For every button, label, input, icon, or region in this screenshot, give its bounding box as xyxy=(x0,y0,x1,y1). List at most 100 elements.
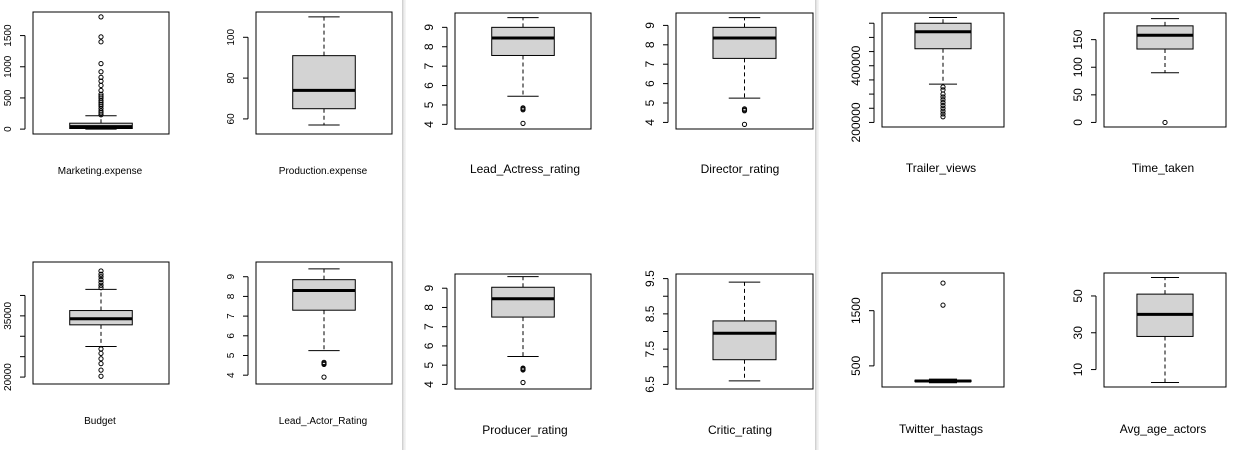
y-tick-label: 8.5 xyxy=(643,305,657,322)
plot-panel-3: 200000 400000 Trailer_views 500 1500 Twitter_… xyxy=(819,0,1239,450)
y-tick-label: 0 xyxy=(3,126,14,132)
outlier-point xyxy=(98,74,104,80)
outlier-point xyxy=(940,108,946,114)
outlier-point xyxy=(98,87,104,94)
outlier-point xyxy=(520,120,526,126)
y-tick-label: 500 xyxy=(849,356,863,376)
boxplot-7: 4 5 6 7 8 9 Director_rating xyxy=(643,12,814,176)
outlier-point xyxy=(98,14,104,20)
outlier-point xyxy=(98,373,104,379)
y-tick-label: 4 xyxy=(226,372,237,378)
x-axis-label: Lead_.Actor_Rating xyxy=(279,416,367,427)
y-tick-label: 7 xyxy=(226,313,237,319)
y-tick-label: 8 xyxy=(422,43,436,50)
iqr-box xyxy=(1136,25,1194,50)
plot-frame xyxy=(454,12,592,130)
boxplot-6: 4 5 6 7 8 9 Producer_rating xyxy=(422,273,592,437)
y-tick-label: 6 xyxy=(422,342,436,349)
boxplot-8: 6.5 7.5 8.5 9.5 Critic_rating xyxy=(643,270,814,437)
y-tick-label: 400000 xyxy=(849,45,863,85)
x-axis-label: Twitter_hastags xyxy=(899,422,983,436)
y-tick-label: 7.5 xyxy=(643,340,657,357)
y-tick-label: 500 xyxy=(3,89,14,106)
iqr-box xyxy=(712,26,777,59)
y-tick-label: 4 xyxy=(422,381,436,388)
y-tick-label: 8 xyxy=(422,304,436,311)
y-tick-label: 50 xyxy=(1071,88,1085,102)
x-axis-label: Trailer_views xyxy=(906,161,976,175)
y-tick-label: 8 xyxy=(226,293,237,299)
plot-frame xyxy=(675,273,814,390)
outlier-point xyxy=(98,61,104,67)
plot-frame xyxy=(1103,272,1227,388)
y-tick-label: 7 xyxy=(422,62,436,69)
plot-panel-2: 4 5 6 7 8 9 Lead_Actress_rating 4 5 6 7 8 9 Producer_… xyxy=(406,0,815,450)
iqr-box xyxy=(292,55,356,110)
plot-frame xyxy=(32,261,170,385)
outlier-point xyxy=(98,34,104,40)
outlier-point xyxy=(98,271,104,277)
plot-frame xyxy=(881,12,1005,128)
plot-frame xyxy=(32,11,170,135)
x-axis-label: Marketing.expense xyxy=(58,166,143,177)
outlier-point xyxy=(940,280,946,286)
outlier-point xyxy=(940,114,946,120)
iqr-box xyxy=(491,26,555,56)
y-tick-label: 9.5 xyxy=(643,270,657,287)
boxplot-grid-1: 0 500 1000 1500 Marketing.expense 60 80 100 Prod… xyxy=(3,11,393,427)
y-tick-label: 80 xyxy=(226,72,237,84)
y-tick-label: 10 xyxy=(1071,363,1085,377)
y-tick-label: 9 xyxy=(422,285,436,292)
plot-panel-1: 0 500 1000 1500 Marketing.expense 60 80 100 Prod… xyxy=(0,0,402,450)
outlier-point xyxy=(940,91,946,97)
y-tick-label: 35000 xyxy=(3,302,14,330)
y-tick-label: 100 xyxy=(1071,57,1085,77)
y-tick-label: 1500 xyxy=(3,24,14,47)
y-tick-label: 9 xyxy=(422,24,436,31)
y-tick-label: 60 xyxy=(226,113,237,125)
outlier-point xyxy=(940,105,946,111)
y-tick-label: 20000 xyxy=(3,363,14,391)
y-tick-label: 30 xyxy=(1071,326,1085,340)
boxplot-1: 0 500 1000 1500 Marketing.expense xyxy=(3,11,170,177)
outlier-point xyxy=(940,87,946,93)
outlier-point xyxy=(520,365,526,371)
boxplot-2: 60 80 100 Production.expense xyxy=(226,11,393,177)
y-tick-label: 0 xyxy=(1071,119,1085,126)
outlier-point xyxy=(940,102,946,109)
y-tick-label: 5 xyxy=(422,362,436,369)
y-tick-label: 6 xyxy=(422,82,436,89)
y-tick-label: 9 xyxy=(643,22,657,29)
y-tick-label: 4 xyxy=(422,121,436,128)
iqr-box xyxy=(712,320,777,361)
y-tick-label: 7 xyxy=(422,323,436,330)
plot-frame xyxy=(881,272,1005,388)
y-tick-label: 6 xyxy=(643,80,657,87)
outlier-point xyxy=(98,39,104,45)
x-axis-label: Production.expense xyxy=(279,166,368,177)
boxplot-grid-2: 4 5 6 7 8 9 Lead_Actress_rating 4 5 6 7 8 9 Producer_… xyxy=(422,12,814,437)
outlier-point xyxy=(520,379,526,386)
x-axis-label: Time_taken xyxy=(1132,161,1194,175)
x-axis-label: Producer_rating xyxy=(482,423,567,437)
boxplot-grid-3: 200000400000Trailer_views5001500Twitter_… xyxy=(849,12,1227,436)
y-tick-label: 50 xyxy=(1071,289,1085,303)
plot-frame xyxy=(255,261,393,385)
boxplot-11: 0 50 100 150 Time_taken xyxy=(1071,12,1227,175)
y-tick-label: 150 xyxy=(1071,29,1085,49)
x-axis-label: Avg_age_actors xyxy=(1120,422,1207,436)
outlier-point xyxy=(98,356,104,362)
outlier-point xyxy=(321,359,327,365)
outlier-point xyxy=(741,106,748,112)
outlier-point xyxy=(940,97,946,103)
outlier-point xyxy=(98,361,104,367)
outlier-point xyxy=(98,367,104,373)
y-tick-label: 7 xyxy=(643,61,657,68)
y-tick-label: 1500 xyxy=(849,297,863,324)
boxplot-9: 200000 400000 Trailer_views xyxy=(849,12,1005,175)
panel-divider xyxy=(402,0,406,450)
y-tick-label: 200000 xyxy=(849,102,863,142)
boxplot-12: 10 30 50 Avg_age_actors xyxy=(1071,272,1227,436)
outlier-point xyxy=(98,93,104,99)
outlier-point xyxy=(1162,119,1168,126)
